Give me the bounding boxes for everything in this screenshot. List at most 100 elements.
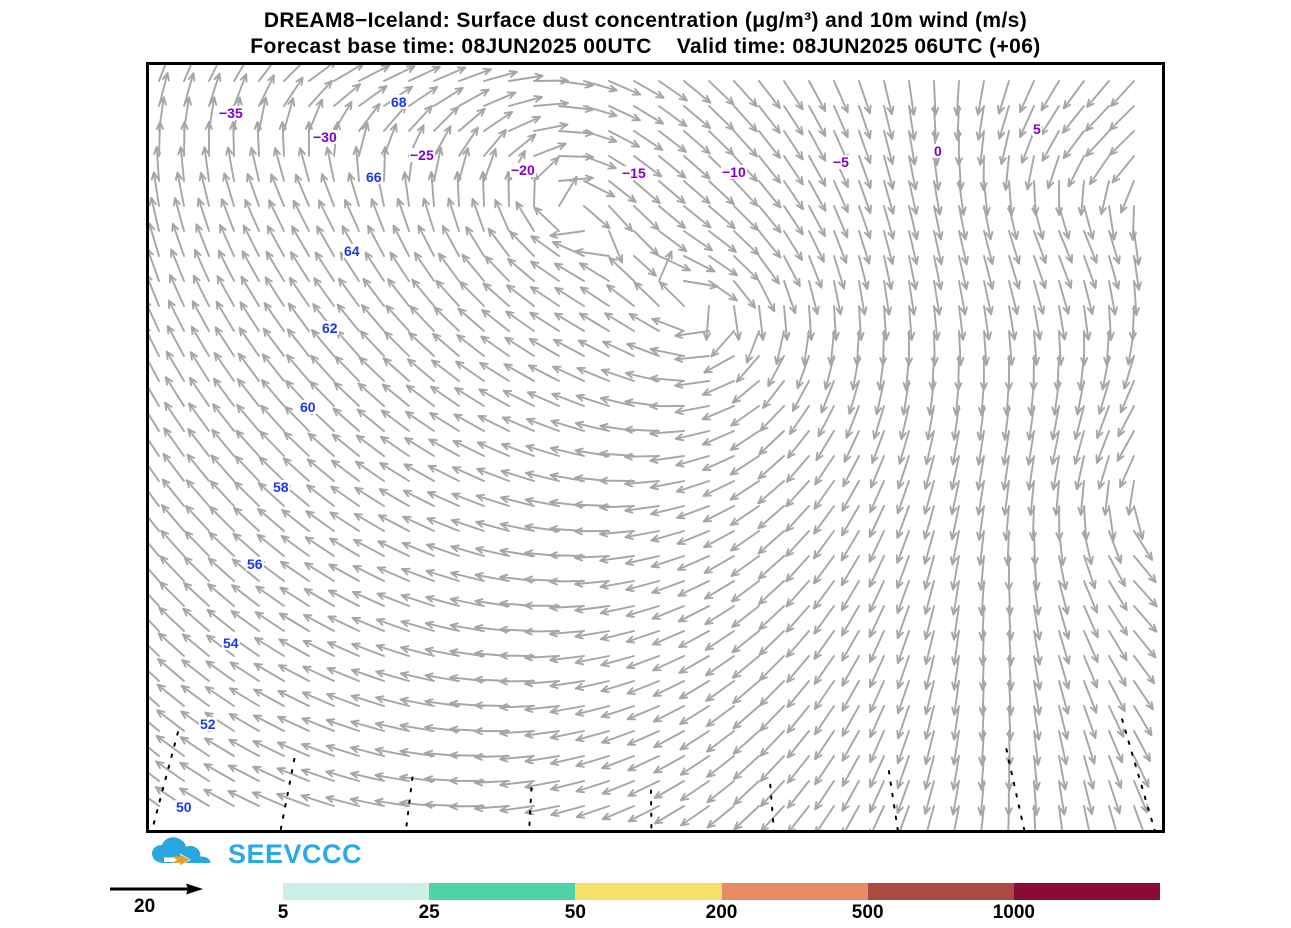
wind-vector: [1134, 706, 1151, 735]
wind-vector: [809, 131, 825, 161]
wind-vector: [654, 681, 685, 696]
wind-vector: [384, 147, 385, 181]
wind-vector: [815, 656, 834, 684]
wind-vector: [188, 455, 210, 481]
wind-vector: [809, 81, 825, 111]
wind-vector: [759, 606, 784, 629]
wind-vector: [534, 208, 559, 232]
wind-vector: [679, 656, 709, 673]
wind-vector: [834, 81, 848, 112]
wind-vector: [484, 112, 512, 131]
wind-vector: [843, 756, 859, 786]
wind-vector: [809, 256, 822, 288]
wind-vector: [411, 306, 435, 331]
wind-vector: [360, 357, 385, 381]
wind-vector: [706, 631, 734, 650]
wind-vector: [443, 226, 459, 256]
wind-vector: [289, 304, 309, 331]
wind-vector: [681, 756, 709, 775]
wind-vector: [759, 556, 784, 579]
wind-vector: [1086, 106, 1109, 131]
wind-vector: [386, 306, 409, 331]
wind-vector: [359, 66, 389, 82]
wind-vector: [580, 263, 609, 281]
wind-vector: [784, 206, 803, 234]
wind-vector: [258, 535, 285, 556]
wind-vector: [555, 288, 584, 306]
wind-vector: [814, 481, 834, 509]
wind-vector: [316, 252, 334, 281]
wind-arrow-icon: [108, 880, 228, 902]
wind-vector: [460, 282, 484, 306]
wind-vector: [628, 706, 659, 719]
wind-vector: [256, 586, 284, 606]
wind-vector: [333, 435, 359, 457]
wind-vector: [731, 481, 759, 500]
wind-vector: [1041, 106, 1059, 135]
wind-vector: [166, 377, 184, 406]
wind-vector: [191, 352, 209, 381]
wind-vector: [409, 87, 437, 106]
wind-vector: [233, 534, 259, 556]
wind-vector: [733, 656, 759, 678]
wind-vector: [1086, 131, 1109, 156]
wind-vector: [760, 656, 784, 680]
wind-vector: [459, 109, 485, 131]
wind-vector: [149, 428, 159, 456]
wind-vector: [1121, 181, 1134, 213]
wind-vector: [733, 381, 759, 403]
wind-vector: [635, 282, 660, 306]
wind-vector: [705, 606, 734, 624]
wind-vector: [784, 156, 803, 184]
wind-vector: [149, 658, 159, 681]
wind-vector: [784, 256, 800, 286]
wind-vector: [291, 252, 309, 281]
seevccc-logo[interactable]: SEEVCCC: [150, 836, 360, 872]
wind-vector: [809, 106, 825, 136]
latitude-label-58: 58: [272, 480, 290, 494]
wind-vector: [734, 206, 758, 230]
longitude-label-minus5: −5: [832, 155, 850, 169]
colorbar-tick-50: 50: [565, 902, 586, 924]
cloud-icon: [150, 836, 222, 872]
wind-vector: [284, 458, 309, 481]
wind-vector: [239, 354, 259, 381]
wind-vector: [761, 406, 785, 431]
wind-vector: [194, 276, 209, 306]
wind-vector: [1109, 631, 1127, 660]
wind-scale-legend: 20: [108, 880, 228, 922]
wind-vector: [734, 131, 757, 156]
wind-vector: [734, 81, 757, 106]
wind-vector: [731, 506, 759, 525]
wind-vector: [439, 254, 459, 281]
wind-vector: [435, 307, 460, 331]
wind-vector: [462, 255, 484, 281]
wind-vector: [434, 107, 458, 131]
wind-vector: [214, 379, 234, 406]
wind-vector: [684, 231, 712, 250]
wind-vector: [336, 331, 359, 356]
wind-vector: [734, 781, 759, 804]
colorbar-segment-5: [1014, 883, 1160, 900]
wind-vector: [814, 531, 834, 558]
wind-vector: [759, 531, 785, 554]
wind-vector: [260, 432, 284, 456]
wind-vector: [211, 481, 234, 506]
dust-colorbar[interactable]: [283, 883, 1160, 900]
wind-vector: [331, 487, 359, 507]
wind-vector: [709, 206, 735, 228]
wind-vector: [784, 181, 803, 209]
wind-vector: [734, 806, 759, 829]
wind-vector: [1111, 81, 1134, 106]
wind-vector: [334, 383, 359, 406]
wind-vector: [555, 313, 584, 331]
wind-vector: [382, 411, 409, 431]
wind-vector: [1020, 81, 1034, 112]
wind-vector: [165, 403, 184, 431]
wind-vector: [734, 181, 757, 206]
wind-vector: [484, 284, 510, 307]
wind-vector: [679, 631, 709, 647]
wind-vector: [161, 556, 184, 581]
wind-vector: [654, 731, 684, 747]
